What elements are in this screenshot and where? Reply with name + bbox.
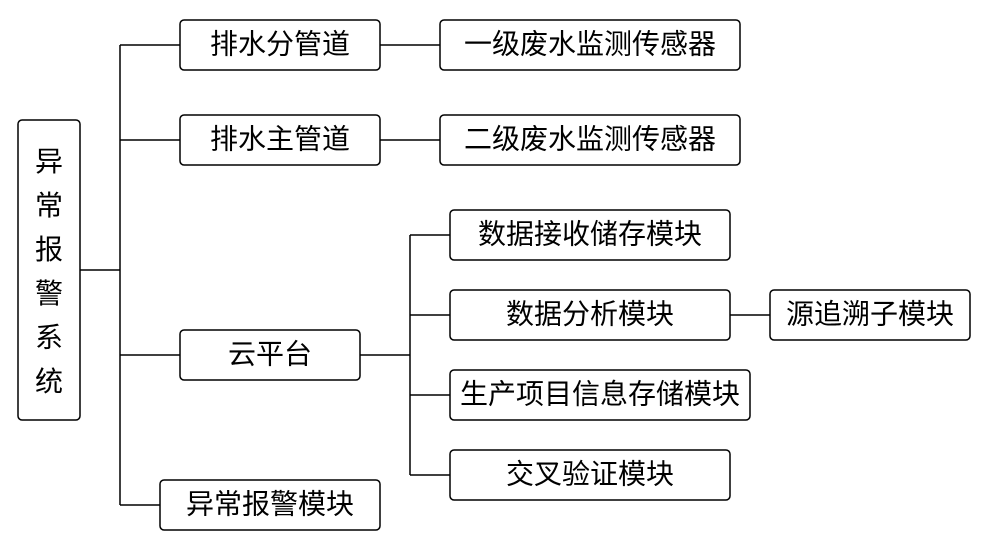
node-n4: 异常报警模块 (160, 480, 380, 530)
node-label: 异常报警模块 (186, 488, 354, 520)
node-label: 云平台 (228, 338, 312, 370)
node-label: 数据接收储存模块 (478, 218, 702, 250)
node-label: 排水主管道 (210, 123, 350, 155)
node-label: 源追溯子模块 (786, 298, 954, 330)
node-label: 数据分析模块 (506, 298, 674, 330)
root-label-char: 异 (35, 147, 63, 178)
node-label: 一级废水监测传感器 (464, 28, 716, 60)
node-n3d: 交叉验证模块 (450, 450, 730, 500)
node-n3a: 数据接收储存模块 (450, 210, 730, 260)
root-label-char: 警 (35, 278, 63, 310)
node-n3c: 生产项目信息存储模块 (450, 370, 750, 420)
root-label-char: 系 (35, 322, 63, 354)
node-label: 二级废水监测传感器 (464, 123, 716, 155)
root-label-char: 报 (35, 234, 63, 266)
node-n3b1: 源追溯子模块 (770, 290, 970, 340)
node-n3b: 数据分析模块 (450, 290, 730, 340)
node-n2: 排水主管道 (180, 115, 380, 165)
node-n1a: 一级废水监测传感器 (440, 20, 740, 70)
root-label-char: 统 (35, 366, 63, 398)
root-label-char: 常 (35, 190, 63, 222)
node-n2a: 二级废水监测传感器 (440, 115, 740, 165)
node-label: 生产项目信息存储模块 (460, 378, 740, 410)
node-label: 排水分管道 (210, 28, 350, 60)
node-n3: 云平台 (180, 330, 360, 380)
node-label: 交叉验证模块 (506, 458, 674, 490)
node-n1: 排水分管道 (180, 20, 380, 70)
